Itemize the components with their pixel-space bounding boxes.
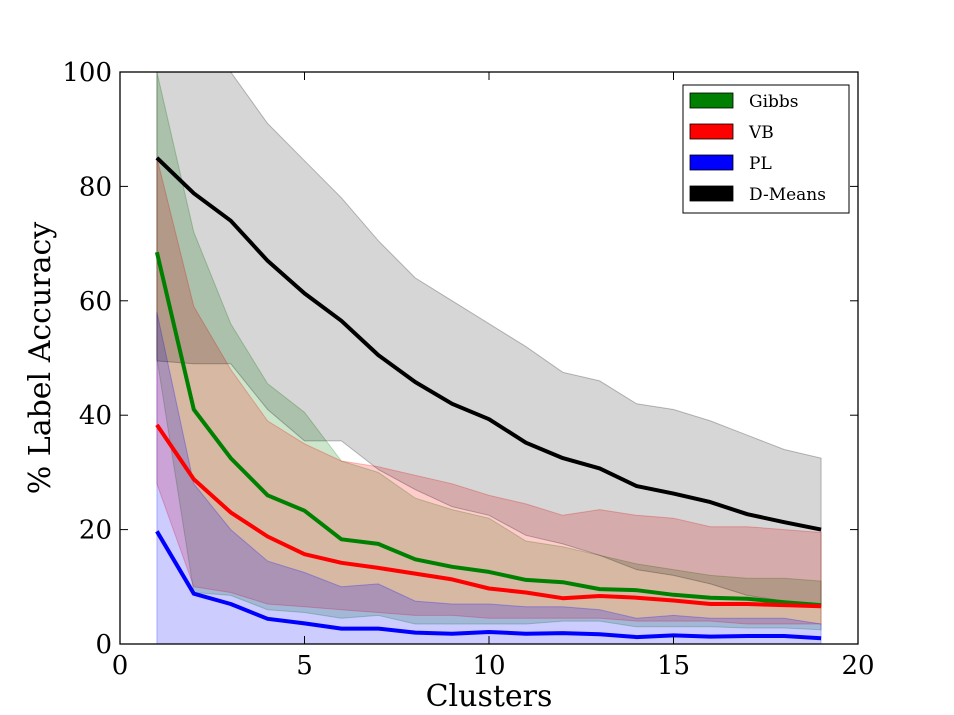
line-d-means (155, 156, 822, 532)
x-tick-label: 10 (472, 651, 505, 681)
confidence-bands (156, 72, 822, 644)
x-tick-label: 0 (112, 651, 129, 681)
x-axis-label: Clusters (426, 679, 553, 714)
tick-labels: 0 5 10 15 20 0 20 40 60 80 100 (62, 58, 874, 681)
legend-label-vb: VB (748, 123, 774, 143)
legend: Gibbs VB PL D-Means (682, 84, 850, 214)
y-axis-label: % Label Accuracy (23, 222, 58, 495)
legend-swatch-pl (689, 154, 734, 171)
legend-swatch-gibbs (689, 92, 734, 109)
band-d-means (156, 72, 822, 608)
x-tick-label: 15 (657, 651, 690, 681)
y-tick-label: 80 (79, 172, 112, 202)
line-pl (155, 530, 822, 641)
legend-label-pl: PL (749, 154, 772, 174)
legend-label-d-means: D-Means (749, 185, 826, 205)
y-tick-label: 100 (62, 58, 112, 88)
y-tick-label: 20 (79, 516, 112, 546)
band-gibbs (156, 72, 822, 631)
line-gibbs (154, 251, 822, 608)
band-pl (156, 312, 822, 644)
series-lines (154, 156, 822, 641)
band-vb (156, 157, 822, 625)
y-tick-label: 40 (79, 401, 112, 431)
axis-ticks (119, 71, 859, 645)
x-tick-label: 5 (296, 651, 313, 681)
y-tick-label: 60 (79, 287, 112, 317)
line-vb (155, 423, 822, 609)
legend-swatch-vb (689, 123, 734, 140)
x-tick-label: 20 (841, 651, 874, 681)
legend-swatch-d-means (689, 185, 734, 202)
legend-label-gibbs: Gibbs (749, 92, 799, 112)
y-tick-label: 0 (95, 630, 112, 660)
